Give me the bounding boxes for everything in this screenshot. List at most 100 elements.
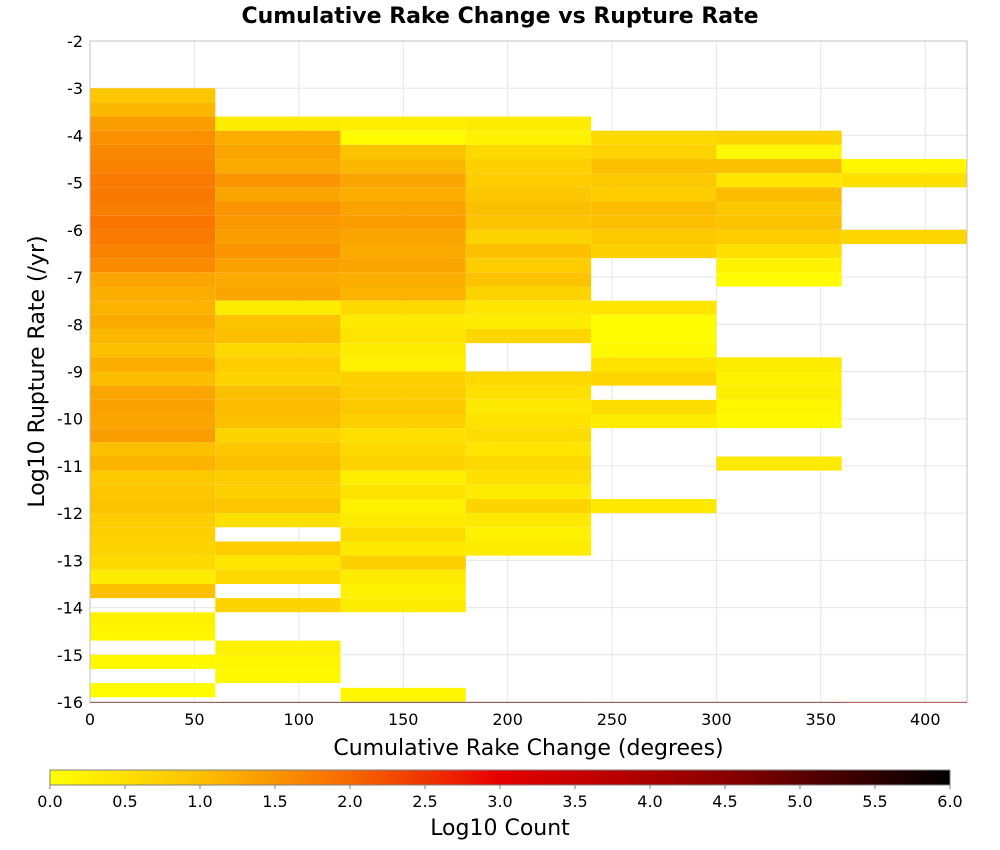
heatmap-cell <box>90 527 216 542</box>
heatmap-cell <box>340 442 466 457</box>
heatmap-cell <box>591 215 717 230</box>
colorbar <box>49 769 951 786</box>
heatmap-cell <box>215 668 341 684</box>
heatmap-cell <box>465 215 592 230</box>
heatmap-cell <box>340 413 466 429</box>
heatmap-cell <box>716 215 842 230</box>
heatmap-cell <box>215 484 341 499</box>
heatmap-cell <box>716 357 842 372</box>
heatmap-cell <box>591 187 717 202</box>
heatmap-cell <box>90 442 216 457</box>
heatmap-cell <box>215 598 341 613</box>
heatmap-cell <box>591 357 717 372</box>
heatmap-cell <box>215 555 341 570</box>
heatmap-cell <box>340 130 466 145</box>
heatmap-cell <box>90 314 216 330</box>
heatmap-cell <box>340 399 466 414</box>
y-tick-label: -11 <box>57 457 83 476</box>
heatmap-cell <box>340 300 466 315</box>
heatmap-cell <box>215 569 341 584</box>
heatmap-cell <box>90 329 216 344</box>
heatmap-cell <box>465 385 592 400</box>
heatmap-cell <box>340 456 466 471</box>
heatmap-cell <box>90 357 216 372</box>
colorbar-tick-label: 5.0 <box>787 792 812 811</box>
heatmap-cell <box>215 314 341 330</box>
heatmap-cell <box>465 187 592 202</box>
heatmap-cell <box>90 244 216 259</box>
x-tick-label: 200 <box>492 710 523 729</box>
heatmap-cell <box>90 300 216 315</box>
heatmap-cell <box>215 399 341 414</box>
heatmap-cell <box>465 484 592 499</box>
y-tick-label: -13 <box>57 551 83 570</box>
heatmap-cell <box>591 371 717 386</box>
heatmap-cell <box>215 385 341 400</box>
heatmap-cell <box>215 144 341 160</box>
heatmap-cell <box>841 173 967 188</box>
heatmap-cell <box>90 258 216 273</box>
heatmap-cell <box>591 413 717 429</box>
y-tick-label: -9 <box>67 363 83 382</box>
x-tick-label: 400 <box>910 710 941 729</box>
heatmap-cell <box>340 116 466 131</box>
colorbar-tick-label: 2.5 <box>412 792 437 811</box>
heatmap-cell <box>465 201 592 216</box>
heatmap-cell <box>591 399 717 414</box>
heatmap-cell <box>591 173 717 188</box>
heatmap-cell <box>90 88 216 103</box>
heatmap-cell <box>465 144 592 160</box>
heatmap-cell <box>90 612 216 627</box>
heatmap-cell <box>465 527 592 542</box>
heatmap-cell <box>716 385 842 400</box>
colorbar-tick-label: 1.5 <box>262 792 287 811</box>
heatmap-cell <box>716 173 842 188</box>
heatmap-cell <box>340 470 466 485</box>
colorbar-tick-label: 4.0 <box>637 792 662 811</box>
heatmap-cell <box>90 654 216 669</box>
heatmap-cell <box>215 286 341 301</box>
x-tick-label: 50 <box>184 710 204 729</box>
colorbar-tick-label: 0.0 <box>37 792 62 811</box>
heatmap-cell <box>90 187 216 202</box>
heatmap-cell <box>716 144 842 160</box>
y-tick-label: -7 <box>67 268 83 287</box>
heatmap-cell <box>90 201 216 216</box>
heatmap-cell <box>465 428 592 443</box>
heatmap-cell <box>340 258 466 273</box>
heatmap-cell <box>90 470 216 485</box>
heatmap-cell <box>716 187 842 202</box>
y-tick-label: -14 <box>57 599 83 618</box>
heatmap-cell <box>716 413 842 429</box>
heatmap-cell <box>340 385 466 400</box>
colorbar-tick-labels: 0.0 0.5 1.0 1.5 2.0 2.5 3.0 3.5 4.0 4.5 5.0 5.5 6.0 <box>37 785 963 811</box>
heatmap-cell <box>340 687 466 702</box>
heatmap-cell <box>215 258 341 273</box>
heatmap-cell <box>90 286 216 301</box>
heatmap-cell <box>90 683 216 698</box>
heatmap-cell <box>90 144 216 160</box>
heatmap-cell <box>716 159 842 174</box>
y-tick-label: -4 <box>67 126 83 145</box>
heatmap-cell <box>215 498 341 514</box>
heatmap-cells <box>90 88 967 703</box>
heatmap-cell <box>215 513 341 528</box>
heatmap-cell <box>90 102 216 117</box>
heatmap-cell <box>90 626 216 641</box>
heatmap-cell <box>465 272 592 287</box>
heatmap-cell <box>591 329 717 344</box>
heatmap-cell <box>215 173 341 188</box>
heatmap-cell <box>90 428 216 443</box>
heatmap-cell <box>340 498 466 514</box>
heatmap-cell <box>90 272 216 287</box>
heatmap-cell <box>465 399 592 414</box>
heatmap-cell <box>465 286 592 301</box>
heatmap-cell <box>215 456 341 471</box>
heatmap-cell <box>340 286 466 301</box>
heatmap-cell <box>716 130 842 145</box>
heatmap-cell <box>215 371 341 386</box>
x-axis-label: Cumulative Rake Change (degrees) <box>333 736 723 761</box>
heatmap-cell <box>465 258 592 273</box>
heatmap-cell <box>465 116 592 131</box>
